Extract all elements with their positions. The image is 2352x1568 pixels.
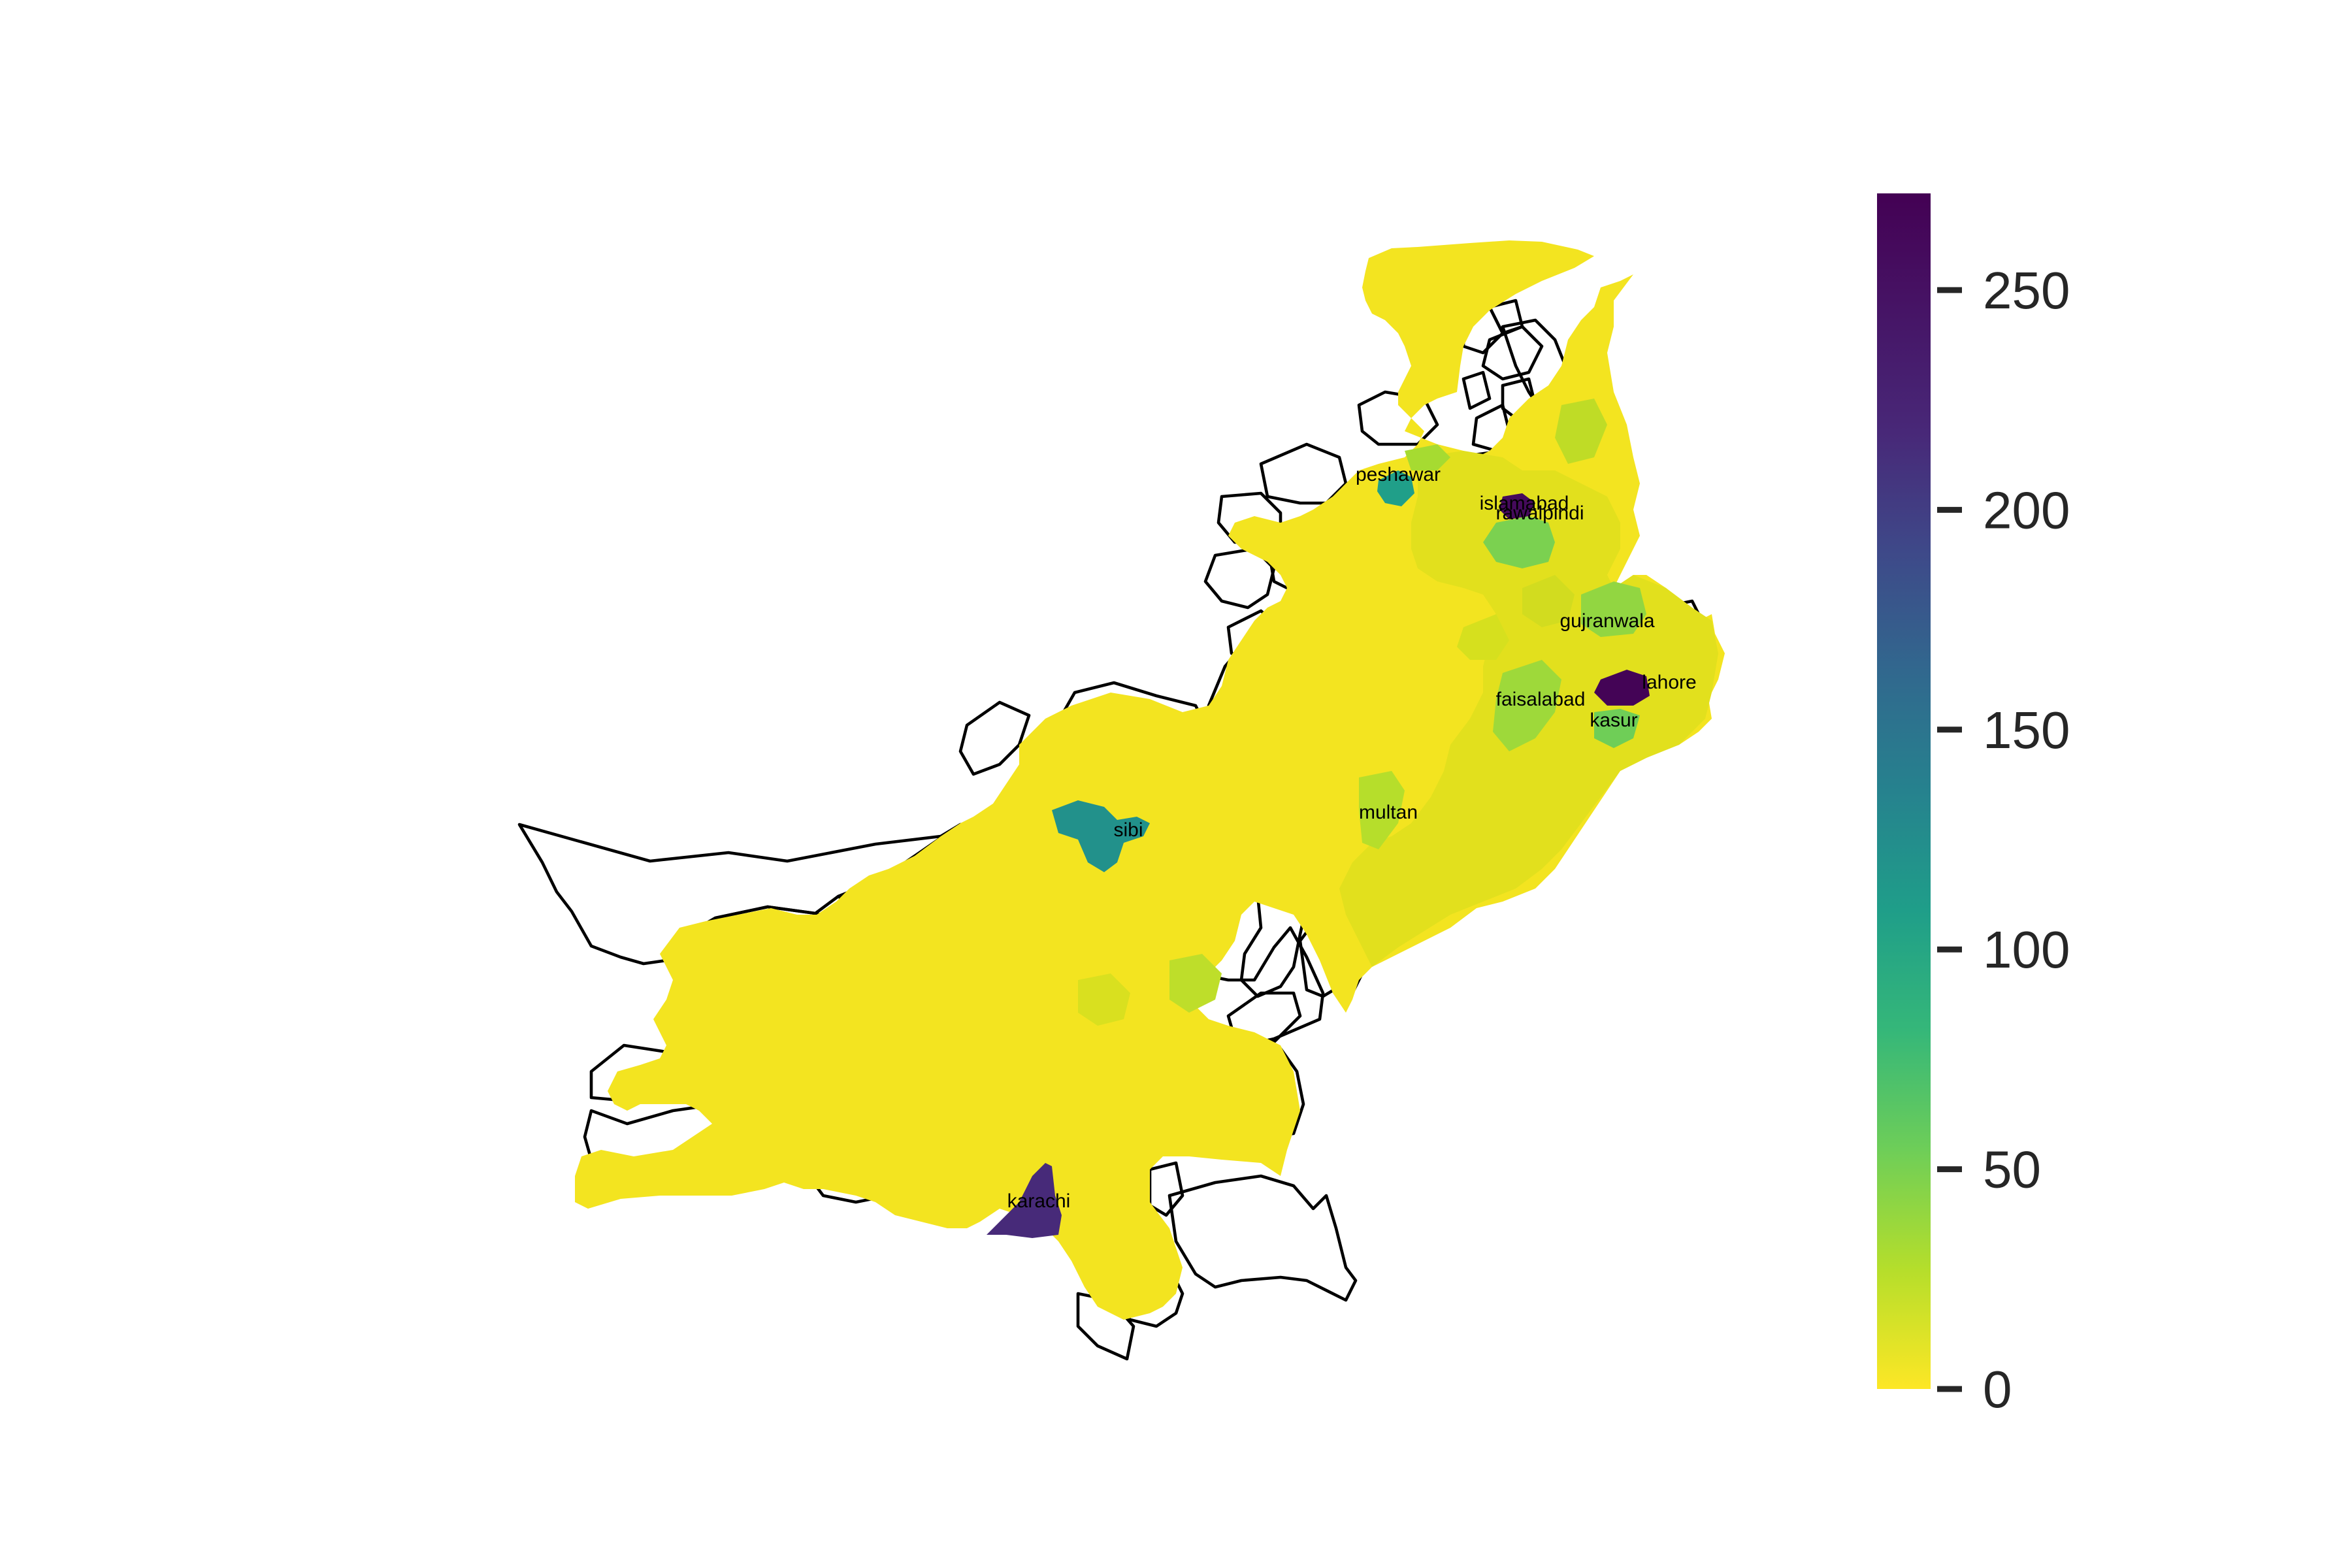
district-outline-chitral-east xyxy=(1462,370,1492,410)
district-fill-chakwal xyxy=(1555,399,1607,464)
label-sibi: sibi xyxy=(1113,819,1143,841)
region-kasur[interactable] xyxy=(1594,709,1640,748)
colorbar-gradient xyxy=(1877,193,1931,1389)
label-rawalpindi: rawalpindi xyxy=(1495,502,1584,524)
district-fill-larkana xyxy=(1078,973,1130,1026)
colorbar: 0 50 100 150 200 250 xyxy=(1877,193,2070,1418)
district-outline-bajaur xyxy=(1357,390,1439,446)
district-fill-hyderabad xyxy=(1169,954,1222,1013)
region-peshawar[interactable] xyxy=(1377,470,1414,506)
region-lahore[interactable] xyxy=(1594,670,1650,706)
region-gujranwala[interactable] xyxy=(1581,581,1646,637)
colorbar-tick-label: 50 xyxy=(1983,1141,2041,1199)
region-sibi[interactable] xyxy=(1052,800,1150,872)
label-peshawar: peshawar xyxy=(1356,464,1441,485)
colorbar-tick-label: 150 xyxy=(1983,701,2070,759)
label-kasur: kasur xyxy=(1590,710,1637,731)
label-faisalabad: faisalabad xyxy=(1496,689,1586,710)
label-lahore: lahore xyxy=(1642,672,1696,693)
region-rawalpindi[interactable] xyxy=(1483,516,1555,568)
district-fill-sargodha xyxy=(1457,614,1509,660)
colorbar-tick-label: 0 xyxy=(1983,1360,2012,1418)
region-faisalabad[interactable] xyxy=(1493,660,1561,751)
colorbar-tick-label: 200 xyxy=(1983,481,2070,539)
city-label-layer: peshawar islamabad rawalpindi gujranwala… xyxy=(1007,464,1697,1212)
region-karachi[interactable] xyxy=(987,1163,1062,1238)
label-karachi: karachi xyxy=(1007,1190,1071,1212)
colorbar-tick-label: 100 xyxy=(1983,921,2070,979)
district-fill-jhelum xyxy=(1522,575,1575,627)
district-outline-pishin xyxy=(958,700,1031,776)
district-outline-mirpurkhas xyxy=(1168,1174,1358,1302)
district-outline-khyber xyxy=(1259,442,1348,505)
region-multan[interactable] xyxy=(1359,771,1405,849)
colorbar-tick-label: 250 xyxy=(1983,261,2070,319)
label-gujranwala: gujranwala xyxy=(1560,610,1654,632)
city-regions xyxy=(987,470,1650,1238)
label-islamabad: islamabad xyxy=(1480,493,1569,514)
district-outline-ghizer xyxy=(1488,299,1524,335)
district-outline-tando xyxy=(1148,1161,1184,1217)
region-islamabad[interactable] xyxy=(1499,493,1535,519)
district-fill-mardan xyxy=(1405,444,1450,470)
colorbar-ticks: 0 50 100 150 200 250 xyxy=(1937,261,2070,1418)
label-multan: multan xyxy=(1359,802,1418,823)
